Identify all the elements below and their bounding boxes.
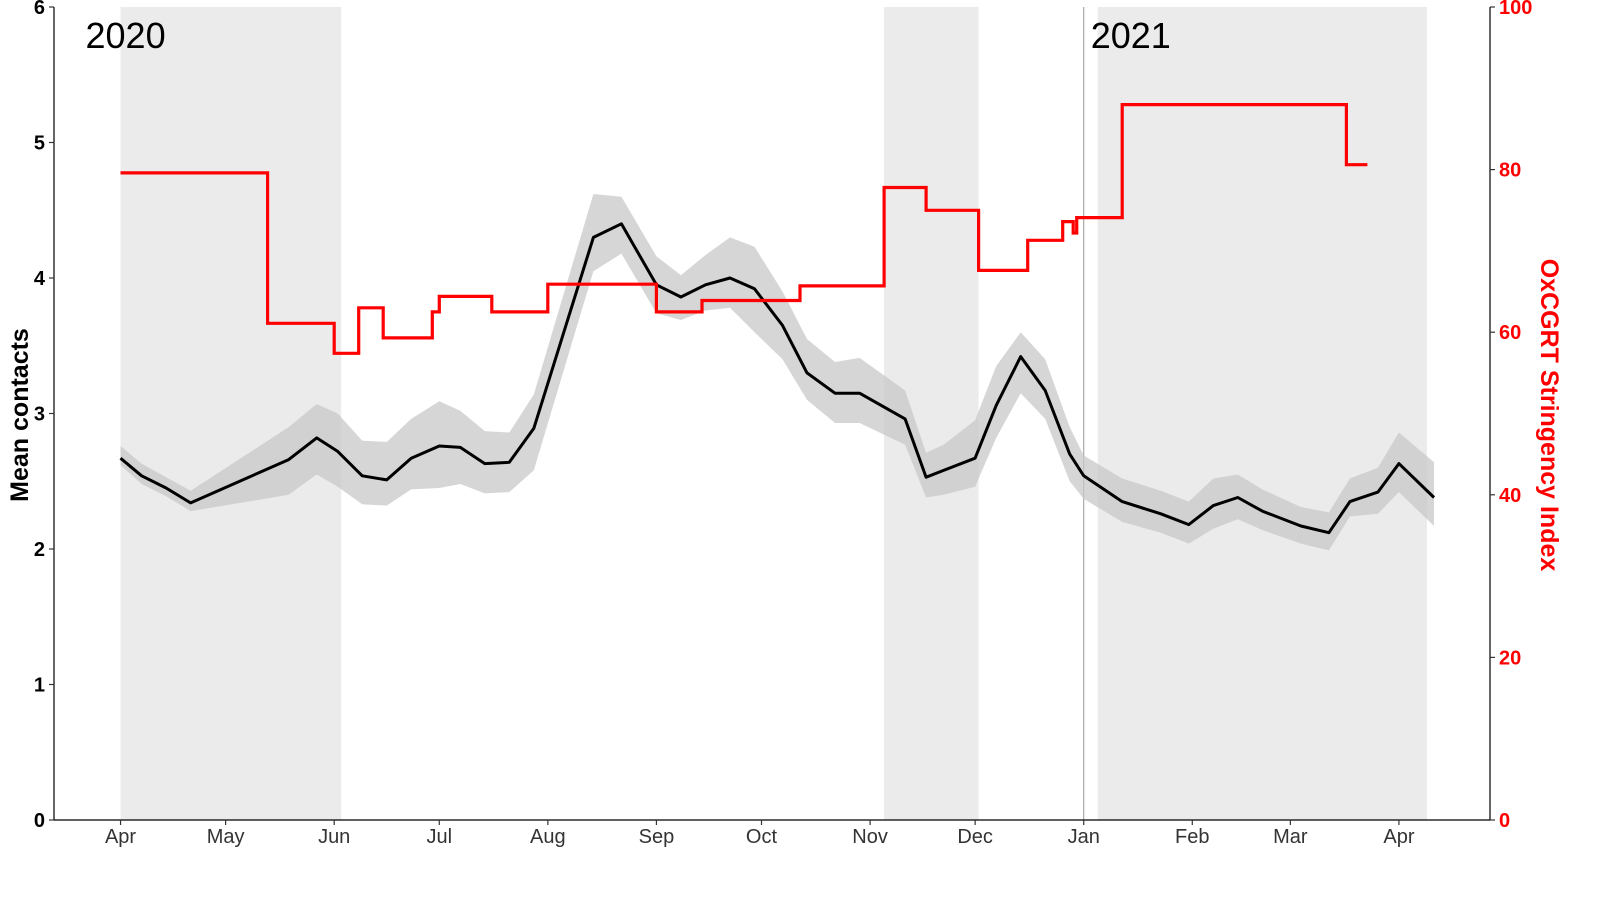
year-labels: 2020 2021	[86, 15, 1171, 56]
left-tick-label: 4	[34, 268, 46, 290]
year-label: 2020	[86, 15, 166, 56]
contacts-line	[119, 222, 1436, 535]
year-label: 2021	[1091, 15, 1171, 56]
x-tick-label: Mar	[1273, 826, 1308, 848]
left-tick-label: 5	[34, 133, 45, 155]
shaded-period-3	[1097, 7, 1427, 820]
x-tick-label: Aug	[530, 826, 566, 848]
left-y-ticks: 0 1 2 3 4 5 6	[34, 0, 54, 832]
x-tick-label: Nov	[852, 826, 888, 848]
right-tick-label: 20	[1499, 647, 1521, 669]
contacts-confidence-band	[120, 194, 1434, 551]
stringency-series	[120, 103, 1368, 355]
contacts-ribbon	[120, 194, 1434, 551]
right-tick-label: 60	[1499, 322, 1521, 344]
right-tick-label: 0	[1499, 810, 1510, 832]
right-tick-label: 40	[1499, 485, 1521, 507]
left-tick-label: 3	[34, 404, 45, 426]
x-ticks: Apr May Jun Jul Aug Sep Oct Nov Dec Jan Feb Mar Apr	[105, 820, 1415, 848]
left-tick-label: 0	[34, 810, 45, 832]
x-tick-label: Apr	[105, 826, 136, 848]
right-tick-label: 100	[1499, 0, 1532, 19]
x-tick-label: Oct	[746, 826, 778, 848]
y-axis-label-right: OxCGRT Stringency Index	[1535, 259, 1563, 572]
right-y-ticks: 0 20 40 60 80 100	[1490, 0, 1532, 832]
right-tick-label: 80	[1499, 160, 1521, 182]
x-tick-label: Jan	[1068, 826, 1100, 848]
y-axis-label-left: Mean contacts	[6, 328, 34, 502]
x-tick-label: Sep	[639, 826, 675, 848]
shaded-period-1	[120, 7, 342, 820]
x-tick-label: Feb	[1175, 826, 1209, 848]
x-tick-label: Apr	[1383, 826, 1414, 848]
x-tick-label: Jun	[318, 826, 350, 848]
left-tick-label: 2	[34, 539, 45, 561]
contacts-series	[119, 222, 1436, 535]
stringency-line	[120, 103, 1368, 355]
shaded-periods	[120, 7, 1427, 820]
x-tick-label: May	[207, 826, 245, 848]
x-tick-label: Dec	[957, 826, 993, 848]
x-tick-label: Jul	[426, 826, 452, 848]
left-tick-label: 6	[34, 0, 45, 19]
left-tick-label: 1	[34, 675, 45, 697]
